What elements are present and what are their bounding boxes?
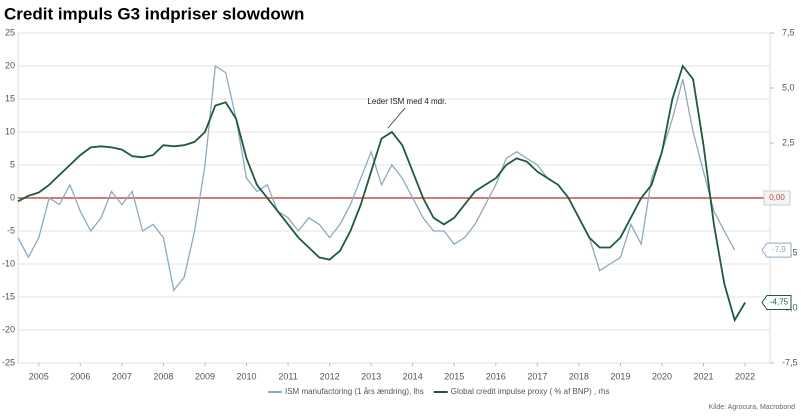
x-tick-label: 2009 — [195, 371, 215, 381]
x-tick-label: 2013 — [361, 371, 381, 381]
x-tick-label: 2010 — [236, 371, 256, 381]
annotation: Leder ISM med 4 mdr. — [367, 97, 446, 106]
y2-tick-label: 5,0 — [782, 82, 795, 92]
legend-label: Global credit impulse proxy ( % af BNP) … — [451, 387, 610, 396]
chart-title: Credit impuls G3 indpriser slowdown — [4, 4, 304, 23]
y-tick-label: -15 — [2, 291, 15, 301]
x-tick-label: 2017 — [527, 371, 547, 381]
source: Kilde: Agrocura, Macrobond — [709, 404, 795, 411]
legend-label: ISM manufactoring (1 års ændring), lhs — [285, 387, 424, 396]
end-label-box — [761, 295, 792, 310]
zero-label: 0,00 — [769, 193, 785, 202]
end-label-box — [761, 242, 792, 258]
y2-tick-label: -7,5 — [782, 357, 798, 367]
end-label: -4,75 — [770, 298, 789, 307]
x-tick-label: 2020 — [652, 371, 672, 381]
y2-tick-label: 2,5 — [782, 137, 795, 147]
y-tick-label: -25 — [2, 357, 15, 367]
zero-label-box — [763, 190, 791, 206]
y-tick-label: 20 — [5, 60, 15, 70]
y2-tick-label: 7,5 — [782, 27, 795, 37]
x-tick-label: 2018 — [569, 371, 589, 381]
x-tick-label: 2012 — [320, 371, 340, 381]
x-tick-label: 2008 — [153, 371, 173, 381]
x-tick-label: 2016 — [486, 371, 506, 381]
x-tick-label: 2022 — [735, 371, 755, 381]
y-tick-label: -5 — [7, 225, 15, 235]
y-tick-label: 15 — [5, 93, 15, 103]
x-tick-label: 2015 — [444, 371, 464, 381]
annotation-line — [387, 107, 406, 129]
x-tick-label: 2005 — [29, 371, 49, 381]
y-tick-label: 25 — [5, 27, 15, 37]
x-tick-label: 2019 — [610, 371, 630, 381]
y-tick-label: 10 — [5, 126, 15, 136]
x-tick-label: 2006 — [70, 371, 90, 381]
x-tick-label: 2014 — [403, 371, 423, 381]
end-label: -7,9 — [772, 245, 786, 254]
x-tick-label: 2011 — [278, 371, 297, 381]
x-tick-label: 2007 — [112, 371, 132, 381]
y-tick-label: 5 — [10, 159, 15, 169]
series-line — [17, 64, 746, 323]
series-line — [17, 64, 736, 292]
y-tick-label: -10 — [2, 258, 15, 268]
y-tick-label: 0 — [10, 192, 15, 202]
y-tick-label: -20 — [2, 324, 15, 334]
x-tick-label: 2021 — [694, 371, 714, 381]
